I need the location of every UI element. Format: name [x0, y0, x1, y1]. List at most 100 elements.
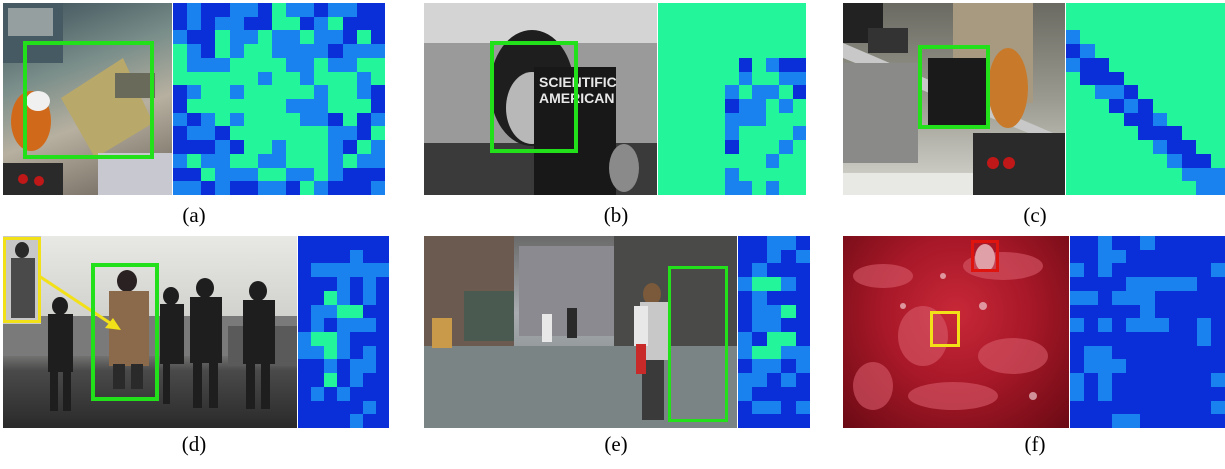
heat-cell	[324, 263, 337, 278]
heat-cell	[1152, 153, 1168, 168]
heat-cell	[1182, 277, 1197, 291]
heat-cell	[779, 16, 793, 31]
heat-cell	[1196, 57, 1211, 72]
heat-cell	[229, 57, 244, 72]
heat-cell	[738, 332, 753, 346]
heat-cell	[1070, 332, 1085, 346]
heat-cell	[1138, 99, 1153, 113]
heat-cell	[738, 359, 753, 374]
panel-f-photo	[843, 236, 1069, 428]
heat-cell	[779, 167, 793, 182]
heat-cell	[286, 112, 301, 127]
heat-cell	[1109, 167, 1124, 182]
heat-cell	[1070, 277, 1085, 291]
heat-cell	[314, 44, 329, 58]
heat-cell	[1210, 332, 1225, 346]
panel-f-scene	[853, 244, 1048, 410]
heat-cell	[1084, 359, 1099, 374]
panel-b-caption: (b)	[603, 203, 629, 227]
panel-e-track-box	[668, 266, 728, 422]
heat-cell	[337, 318, 350, 332]
heat-cell	[1167, 85, 1182, 99]
heat-cell	[363, 373, 376, 387]
heat-cell	[350, 373, 363, 387]
heat-cell	[1098, 414, 1113, 428]
heat-cell	[337, 332, 350, 346]
heat-cell	[711, 30, 726, 45]
heat-cell	[1210, 345, 1225, 360]
heat-cell	[1154, 359, 1169, 374]
heat-cell	[738, 99, 753, 113]
heat-cell	[1181, 44, 1197, 58]
heat-cell	[1098, 400, 1113, 415]
heat-cell	[1080, 44, 1095, 58]
heat-cell	[363, 277, 376, 291]
heat-cell	[671, 16, 685, 31]
heat-cell	[1094, 16, 1110, 31]
heat-cell	[1196, 85, 1211, 99]
heat-cell	[243, 99, 258, 113]
heat-cell	[711, 153, 726, 168]
heat-cell	[215, 44, 230, 58]
heat-cell	[792, 71, 806, 86]
heat-cell	[356, 140, 371, 154]
heat-cell	[1210, 290, 1225, 305]
heat-cell	[342, 44, 357, 58]
heat-cell	[1140, 236, 1155, 250]
heat-cell	[324, 414, 337, 428]
heat-cell	[187, 30, 202, 45]
heat-cell	[1154, 249, 1169, 264]
heat-cell	[1154, 386, 1169, 401]
heat-cell	[1112, 373, 1127, 387]
panel-e: (e)	[424, 236, 810, 456]
heat-cell	[356, 57, 371, 72]
heat-cell	[1112, 414, 1127, 428]
heat-cell	[350, 290, 363, 305]
heat-cell	[370, 126, 385, 141]
heat-cell	[370, 44, 385, 58]
heat-cell	[370, 140, 385, 154]
heat-cell	[376, 359, 389, 374]
heat-cell	[1196, 3, 1211, 17]
heat-cell	[363, 345, 376, 360]
heat-cell	[1140, 345, 1155, 360]
heat-cell	[324, 373, 337, 387]
heat-cell	[725, 140, 739, 154]
heat-cell	[1168, 359, 1183, 374]
heat-cell	[1084, 249, 1099, 264]
heat-cell	[1094, 126, 1110, 141]
heat-cell	[1210, 263, 1225, 278]
heat-cell	[1181, 153, 1197, 168]
heat-cell	[658, 3, 672, 17]
heat-cell	[1152, 16, 1168, 31]
heat-cell	[684, 153, 699, 168]
heat-cell	[337, 263, 350, 278]
heat-cell	[711, 16, 726, 31]
heat-cell	[300, 153, 315, 168]
heat-cell	[1196, 140, 1211, 154]
heat-cell	[792, 3, 806, 17]
heat-cell	[1138, 140, 1153, 154]
heat-cell	[286, 181, 301, 195]
heat-cell	[1070, 414, 1085, 428]
heat-cell	[1140, 332, 1155, 346]
heat-cell	[350, 304, 363, 319]
heat-cell	[328, 140, 343, 154]
heat-cell	[363, 236, 376, 250]
heat-cell	[257, 167, 272, 182]
heat-cell	[229, 99, 244, 113]
heat-cell	[1196, 332, 1211, 346]
heat-cell	[243, 3, 258, 17]
heat-cell	[698, 30, 712, 45]
heat-cell	[1084, 277, 1099, 291]
heat-cell	[1098, 304, 1113, 319]
heat-cell	[765, 16, 780, 31]
heat-cell	[1112, 304, 1127, 319]
heat-cell	[752, 126, 766, 141]
heat-cell	[1152, 3, 1168, 17]
heat-cell	[1080, 126, 1095, 141]
heat-cell	[286, 85, 301, 99]
heat-cell	[765, 30, 780, 45]
heat-cell	[738, 318, 753, 332]
heat-cell	[363, 386, 376, 401]
